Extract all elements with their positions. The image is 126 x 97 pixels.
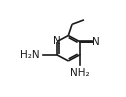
- Text: NH₂: NH₂: [70, 68, 89, 78]
- Text: N: N: [53, 36, 61, 46]
- Text: N: N: [92, 36, 100, 47]
- Text: H₂N: H₂N: [20, 50, 40, 60]
